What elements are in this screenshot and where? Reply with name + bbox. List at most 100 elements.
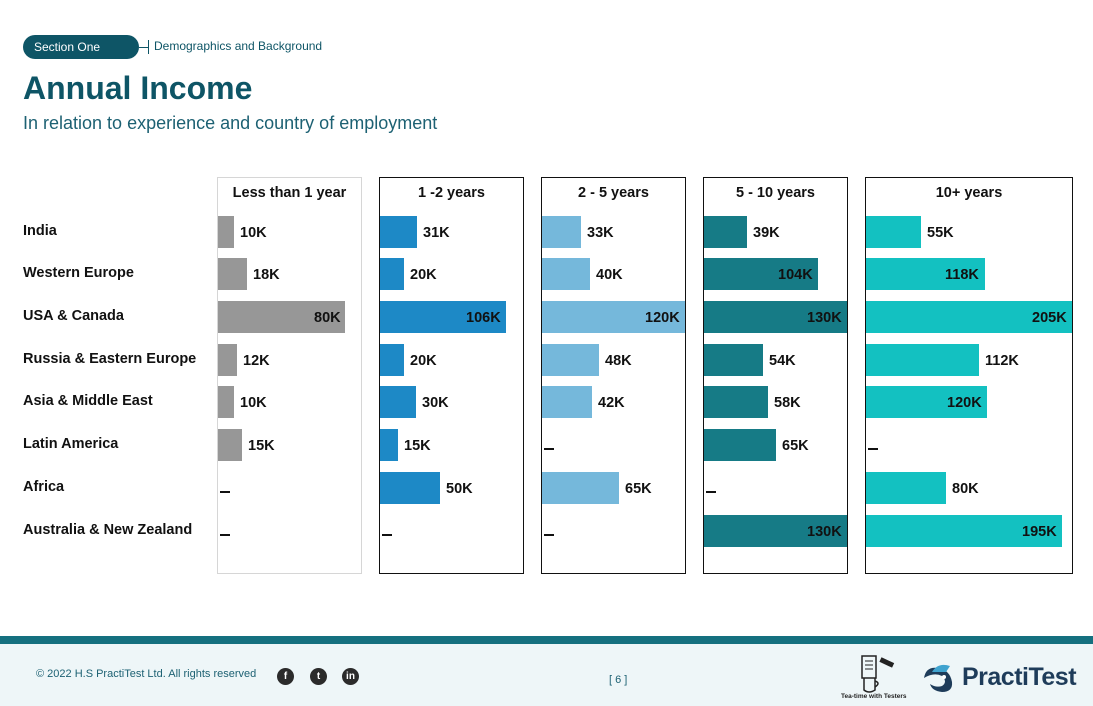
no-data-dash xyxy=(220,491,230,493)
bar xyxy=(866,344,979,376)
bar xyxy=(542,216,581,248)
no-data-dash xyxy=(382,534,392,536)
row-label: Africa xyxy=(23,479,65,495)
bar-value-label: 39K xyxy=(753,225,780,241)
bar-value-label: 55K xyxy=(927,225,954,241)
no-data-dash xyxy=(868,448,878,450)
bar xyxy=(380,258,404,290)
bar-value-label: 106K xyxy=(466,310,501,326)
bar xyxy=(866,258,985,290)
bar-value-label: 112K xyxy=(985,353,1019,369)
linkedin-icon[interactable]: in xyxy=(342,668,359,685)
bar-value-label: 120K xyxy=(645,310,680,326)
bar-value-label: 15K xyxy=(404,438,431,454)
panel-header: 2 - 5 years xyxy=(578,185,649,201)
bar xyxy=(380,301,506,333)
section-tick xyxy=(148,40,149,54)
tea-time-logo-icon xyxy=(861,655,895,693)
panel-header: 10+ years xyxy=(935,185,1003,201)
bar xyxy=(542,301,685,333)
page-subtitle: In relation to experience and country of… xyxy=(23,113,438,133)
bar xyxy=(704,515,847,547)
footer xyxy=(0,644,1093,706)
bar-value-label: 195K xyxy=(1022,524,1057,540)
chart-panel: 5 - 10 years 39K 104K 130K 54K 58K 65K 130K xyxy=(703,177,848,574)
bar xyxy=(218,344,237,376)
bar xyxy=(866,515,1062,547)
no-data-dash xyxy=(706,491,716,493)
bar-value-label: 33K xyxy=(587,225,614,241)
row-label: Asia & Middle East xyxy=(23,393,153,409)
bar-value-label: 58K xyxy=(774,395,801,411)
chart-panel: 1 -2 years 31K 20K 106K 20K 30K 15K 50K xyxy=(379,177,524,574)
bar xyxy=(380,216,417,248)
bar-value-label: 20K xyxy=(410,267,437,283)
bar xyxy=(218,386,234,418)
panel-header: 1 -2 years xyxy=(418,185,485,201)
section-connector xyxy=(139,47,148,48)
bar xyxy=(380,386,416,418)
row-label: Latin America xyxy=(23,436,119,452)
footer-band xyxy=(0,636,1093,644)
bar-value-label: 120K xyxy=(947,395,982,411)
bar xyxy=(704,429,776,461)
bar-value-label: 48K xyxy=(605,353,632,369)
twitter-icon[interactable]: t xyxy=(310,668,327,685)
bar xyxy=(704,386,768,418)
bar-value-label: 10K xyxy=(240,225,267,241)
bar xyxy=(380,472,440,504)
bar-value-label: 65K xyxy=(782,438,809,454)
bar xyxy=(542,386,592,418)
row-label: Russia & Eastern Europe xyxy=(23,351,197,367)
chart-panel: 2 - 5 years 33K 40K 120K 48K 42K 65K xyxy=(541,177,686,574)
bar-value-label: 31K xyxy=(423,225,450,241)
bar-value-label: 12K xyxy=(243,353,270,369)
bar-value-label: 80K xyxy=(314,310,341,326)
bar xyxy=(218,429,242,461)
no-data-dash xyxy=(544,534,554,536)
bar xyxy=(704,301,847,333)
bar-value-label: 65K xyxy=(625,481,652,497)
facebook-icon[interactable]: f xyxy=(277,668,294,685)
panel-header: 5 - 10 years xyxy=(735,185,815,201)
bar-value-label: 40K xyxy=(596,267,623,283)
row-label: Australia & New Zealand xyxy=(23,522,193,538)
row-label: India xyxy=(23,223,57,239)
bar-value-label: 104K xyxy=(778,267,813,283)
tea-time-caption: Tea-time with Testers xyxy=(841,693,907,700)
no-data-dash xyxy=(220,534,230,536)
bar xyxy=(704,216,747,248)
bar xyxy=(866,301,1072,333)
bar xyxy=(866,216,921,248)
practitest-logo-text: PractiTest xyxy=(962,663,1077,691)
section-label: Demographics and Background xyxy=(154,39,323,53)
panel-header: Less than 1 year xyxy=(232,185,347,201)
bar-value-label: 54K xyxy=(769,353,796,369)
bar-value-label: 15K xyxy=(248,438,275,454)
copyright-text: © 2022 H.S PractiTest Ltd. All rights re… xyxy=(36,668,257,680)
bar-value-label: 80K xyxy=(952,481,979,497)
bar-value-label: 130K xyxy=(807,310,842,326)
no-data-dash xyxy=(544,448,554,450)
bar-value-label: 20K xyxy=(410,353,437,369)
bar-value-label: 118K xyxy=(945,267,979,283)
bar xyxy=(218,258,247,290)
section-pill: Section One xyxy=(23,35,139,59)
row-label: USA & Canada xyxy=(23,308,124,324)
bar xyxy=(542,344,599,376)
bar-value-label: 130K xyxy=(807,524,842,540)
bar-value-label: 30K xyxy=(422,395,449,411)
practitest-logo-icon xyxy=(924,664,953,692)
bar xyxy=(542,472,619,504)
bar-value-label: 42K xyxy=(598,395,625,411)
bar-value-label: 18K xyxy=(253,267,280,283)
bar xyxy=(380,429,398,461)
page-number: [ 6 ] xyxy=(609,674,628,686)
bar-value-label: 205K xyxy=(1032,310,1067,326)
bar xyxy=(218,301,345,333)
bar xyxy=(542,258,590,290)
chart-panel: Less than 1 year 10K 18K 80K 12K 10K 15K xyxy=(217,177,362,574)
bar xyxy=(704,344,763,376)
bar-value-label: 10K xyxy=(240,395,267,411)
row-label: Western Europe xyxy=(23,265,134,281)
